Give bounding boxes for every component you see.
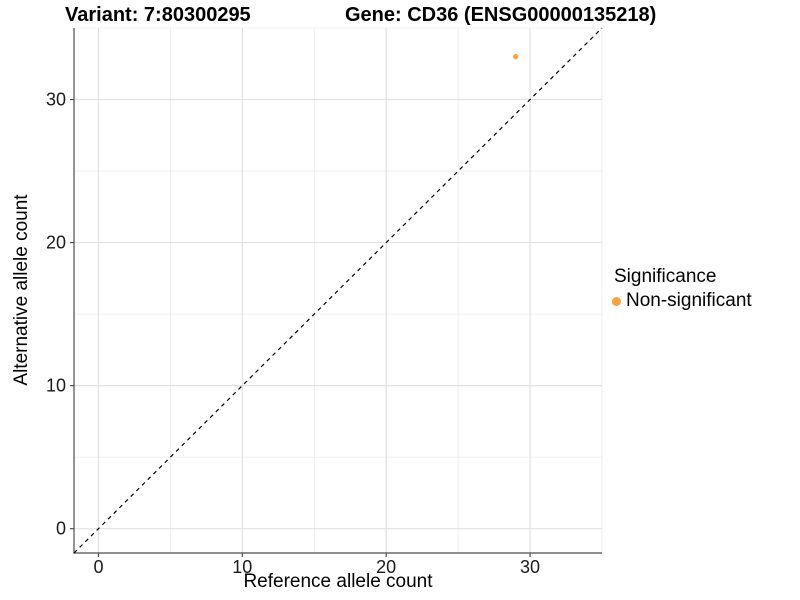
legend-point-icon [612, 296, 621, 306]
x-tick-label: 20 [376, 557, 396, 577]
data-point [513, 54, 519, 60]
x-tick-label: 30 [520, 557, 540, 577]
plot-title-gene: Gene: CD36 (ENSG00000135218) [345, 4, 657, 26]
y-tick-label: 20 [46, 233, 66, 253]
x-tick-label: 0 [93, 557, 103, 577]
legend-item-label: Non-significant [626, 290, 752, 311]
legend: Significance Non-significant [612, 266, 752, 312]
y-tick-label: 30 [46, 90, 66, 110]
identity-reference-line [73, 27, 603, 554]
x-axis-title: Reference allele count [243, 571, 433, 592]
x-tick-label: 10 [232, 557, 252, 577]
plot-title-variant: Variant: 7:80300295 [65, 4, 251, 26]
y-tick-label: 0 [56, 519, 66, 539]
y-tick-label: 10 [46, 376, 66, 396]
y-axis-title: Alternative allele count [11, 194, 32, 386]
legend-item-non-significant: Non-significant [612, 290, 752, 312]
legend-title: Significance [614, 266, 717, 287]
